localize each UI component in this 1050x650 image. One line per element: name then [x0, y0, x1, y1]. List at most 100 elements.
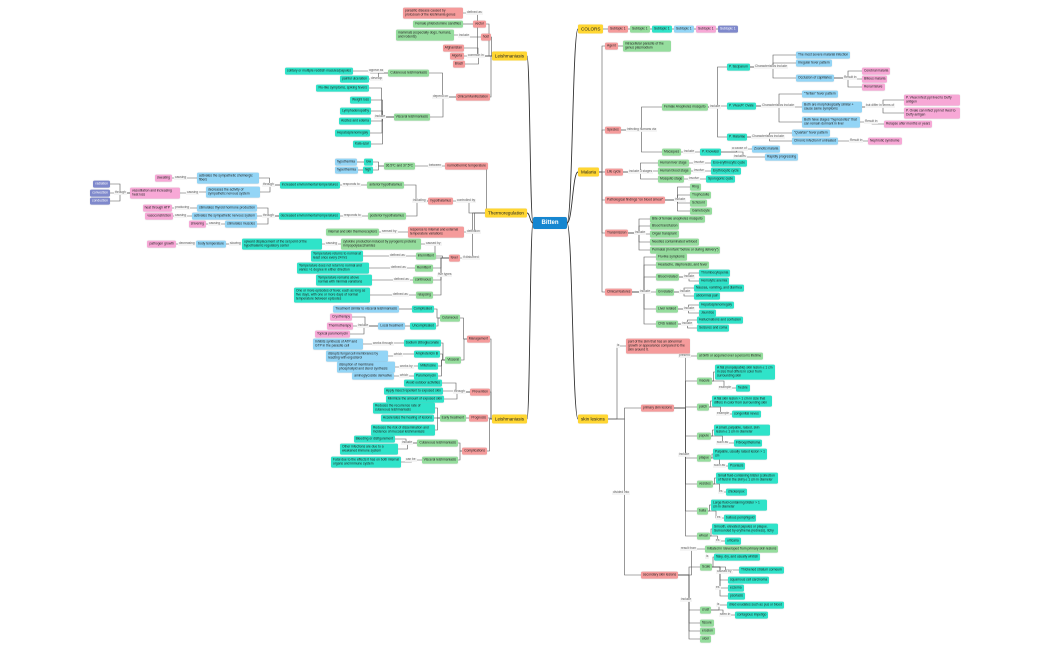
- node-pv2a[interactable]: P. Vivax infect ppl lived to Duffy antig…: [904, 94, 960, 106]
- node-t-dsym[interactable]: decreases the activity of sympathetic ne…: [206, 186, 260, 198]
- node-pa4[interactable]: Gametocyte: [690, 207, 712, 215]
- node-m-amb-d[interactable]: disrupts fungal cell membranes by reacti…: [326, 350, 388, 362]
- node-t-cond[interactable]: conduction: [90, 197, 110, 205]
- node-pat-e[interactable]: congenital nevus: [732, 410, 761, 418]
- node-cf5b[interactable]: Jaundice: [699, 309, 717, 317]
- node-t-atp[interactable]: heat through ATP: [142, 204, 172, 212]
- node-sec[interactable]: secondary skin lesions: [641, 571, 679, 579]
- node-c1[interactable]: Bleeding or disfigurement: [353, 435, 395, 443]
- node-whe-d[interactable]: Smooth, elevated papules or plaque. Surr…: [712, 523, 778, 535]
- node-c-cut[interactable]: Cutaneous leishmaniasis: [417, 439, 458, 447]
- node-pat[interactable]: patch: [697, 403, 710, 411]
- node-mac-e[interactable]: freckle: [736, 384, 750, 392]
- node-cf6a[interactable]: Hallucinations and confusion: [697, 316, 743, 324]
- node-t-rem[interactable]: Remittent: [414, 264, 433, 272]
- node-pf3a[interactable]: Cerebral malaria: [862, 67, 891, 75]
- node-m-man[interactable]: Management: [466, 335, 490, 343]
- node-p2[interactable]: Apply insect repellent to exposed skin: [383, 387, 443, 395]
- node-t-high[interactable]: high: [362, 166, 373, 174]
- node-t-path[interactable]: pathogen growth: [147, 240, 176, 248]
- node-sca-d[interactable]: flaky, dry, and usually whitish: [714, 553, 761, 561]
- node-pla[interactable]: plaque: [697, 454, 711, 462]
- node-m-mil[interactable]: Miltefosine: [418, 362, 438, 370]
- node-t-conv[interactable]: convection: [90, 189, 110, 197]
- node-malaria[interactable]: Malaria: [578, 167, 600, 177]
- node-t-int[interactable]: intermittent: [415, 252, 436, 260]
- node-t-rad[interactable]: radiation: [93, 180, 110, 188]
- node-c-vis[interactable]: Visceral leishmaniasis: [421, 456, 458, 464]
- node-pm2a[interactable]: Nephrotic syndrome: [868, 137, 902, 145]
- node-sca-e3[interactable]: psoriasis: [728, 592, 746, 600]
- node-pat-d[interactable]: A flat skin lesion > 1 cm in size that d…: [712, 395, 772, 407]
- node-leish2[interactable]: Leishmaniasis: [491, 414, 527, 424]
- node-st2[interactable]: Subtopic 1: [630, 25, 650, 33]
- node-cf5[interactable]: Liver related: [656, 305, 679, 313]
- node-m-topical[interactable]: Topical paromomycin: [315, 330, 350, 338]
- node-pfalc[interactable]: P. falciparum: [727, 63, 750, 71]
- node-l-cut2[interactable]: painful ulceration: [340, 75, 369, 83]
- node-sca-e1[interactable]: squamous cell carcinoma: [728, 576, 770, 584]
- node-ero[interactable]: erosion: [700, 627, 715, 635]
- node-pa1[interactable]: Ring: [690, 183, 701, 191]
- node-ves[interactable]: vesicles: [697, 480, 713, 488]
- node-pk[interactable]: P. Knowlesi: [700, 148, 721, 156]
- node-macaques[interactable]: Macaques: [662, 148, 682, 156]
- node-colors[interactable]: COLORS: [578, 24, 604, 34]
- node-l-cut1[interactable]: solitary or multiple reddish macules/pap…: [285, 67, 353, 75]
- node-mac-d[interactable]: A flat (nonpalpable) skin lesion ≤ 1 cm …: [715, 364, 775, 380]
- node-pr0[interactable]: at birth or acquired over a person's lif…: [697, 352, 764, 360]
- node-pvivax[interactable]: P. Vivax/P. Ovale: [727, 102, 756, 110]
- node-pm1[interactable]: "Quartan" fever pattern: [792, 129, 830, 137]
- node-m-amb[interactable]: Amphotericin B: [413, 350, 440, 358]
- node-cf5a[interactable]: Hepatosplenomegaly: [699, 301, 734, 309]
- node-bul-e[interactable]: bullous pemphigoid: [724, 514, 757, 522]
- node-l-cut[interactable]: Cutaneous leishmaniasis: [388, 69, 429, 77]
- node-prim[interactable]: primary skin lesions: [641, 404, 674, 412]
- node-m-thermo[interactable]: Thermotherapy: [326, 322, 353, 330]
- node-cf6[interactable]: CNS related: [656, 320, 678, 328]
- node-pv2b[interactable]: P. Ovale can infect ppl not lived to Duf…: [904, 107, 960, 119]
- node-t-con[interactable]: continuous: [413, 276, 433, 284]
- node-m-comp-d[interactable]: Treatment similar to visceral leishmania…: [333, 305, 399, 313]
- node-sca-c[interactable]: Thickened stratum corneum: [739, 566, 784, 574]
- node-l-vis[interactable]: Visceral leishmaniasis: [393, 113, 430, 121]
- node-l-v2[interactable]: Weight loss: [350, 96, 371, 104]
- node-agent[interactable]: Agent: [605, 42, 618, 50]
- node-cf4b[interactable]: abdominal pain: [694, 292, 721, 300]
- node-skin[interactable]: skin lesions: [578, 414, 608, 424]
- node-l-vec-d[interactable]: Female phlebotomine sandflies: [413, 20, 463, 28]
- node-m-local[interactable]: Local treatment: [378, 322, 405, 330]
- node-pap[interactable]: papule: [697, 432, 711, 440]
- node-bitten[interactable]: Bitten: [533, 217, 567, 229]
- node-p-prev[interactable]: Prevention: [470, 388, 490, 396]
- node-se0[interactable]: Initiated in /developed from primary ski…: [705, 545, 779, 553]
- node-cf3a[interactable]: Thrombocytopenia: [699, 269, 731, 277]
- node-lc3[interactable]: Mosquito stage: [658, 175, 685, 183]
- node-p3[interactable]: Minimize the amount of exposed skin: [385, 395, 444, 403]
- node-t-con-d[interactable]: Temperature remains above normal with mi…: [316, 274, 372, 286]
- node-c2[interactable]: Other infections are due to a weakened i…: [340, 443, 398, 455]
- node-m-par-d[interactable]: aminoglycoside derivative: [352, 372, 394, 380]
- node-c-comp[interactable]: Complications: [462, 447, 487, 455]
- node-l-v3[interactable]: Lymphadenopathy: [339, 107, 371, 115]
- node-tr5[interactable]: Perinatal (in infant "before or during d…: [650, 246, 721, 254]
- node-t-dec[interactable]: decreased environmental temperatures: [278, 212, 340, 220]
- node-t-vaso[interactable]: vasodilation and increasing heat loss: [130, 187, 180, 199]
- node-pap-e[interactable]: Fibroepithelioma: [734, 439, 763, 447]
- node-g2[interactable]: Accelerates the healing of lesions: [380, 414, 434, 422]
- node-pla-d[interactable]: Palpable, usually raised lesion > 1 cm: [713, 448, 767, 460]
- node-fis[interactable]: fissure: [700, 619, 714, 627]
- node-l-host[interactable]: host: [480, 33, 491, 41]
- node-cru[interactable]: crust: [700, 606, 712, 614]
- node-m-cut[interactable]: Cutaneous: [440, 314, 460, 322]
- node-pa2[interactable]: Trophozoite: [690, 191, 712, 199]
- node-pv3[interactable]: Both have stages "hypnozoites" that can …: [802, 116, 860, 128]
- node-m-ss[interactable]: Sodium stibogluconate: [403, 339, 441, 347]
- node-l-afg[interactable]: Afghanistan: [442, 44, 464, 52]
- node-st6[interactable]: Subtopic 1: [718, 25, 738, 33]
- node-pap-d[interactable]: A small, palpable, raised, skin lesion ≤…: [714, 424, 770, 436]
- node-t-range[interactable]: 36.5ºC and 37.5ºC: [383, 162, 415, 170]
- node-pmal[interactable]: P. Malariae: [727, 133, 748, 141]
- node-lc2a[interactable]: Erythrocytic cycle: [711, 167, 741, 175]
- node-cru-e[interactable]: contagious impetigo: [735, 611, 769, 619]
